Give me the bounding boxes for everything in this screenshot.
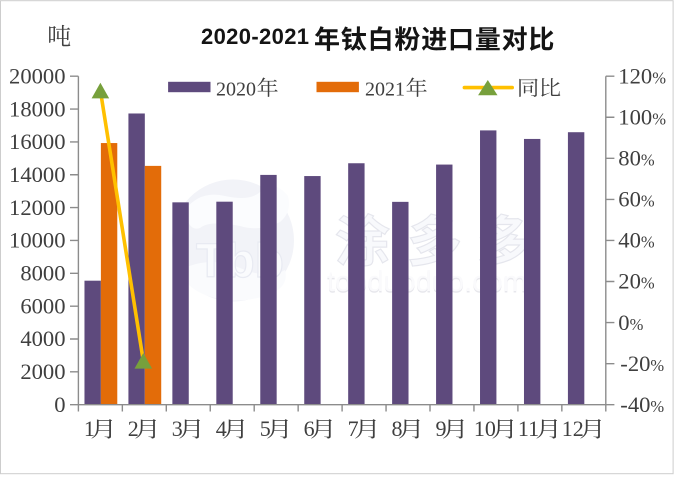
svg-text:9: 9 (436, 416, 447, 441)
svg-text:20000: 20000 (9, 63, 65, 88)
svg-text:0: 0 (54, 392, 65, 417)
svg-text:7: 7 (348, 416, 359, 441)
svg-text:1: 1 (84, 416, 95, 441)
svg-text:10: 10 (474, 416, 496, 441)
svg-text:6: 6 (304, 416, 315, 441)
svg-text:120%: 120% (618, 63, 666, 88)
svg-text:11: 11 (518, 416, 539, 441)
svg-text:-20%: -20% (620, 351, 664, 376)
svg-text:60%: 60% (618, 187, 655, 212)
svg-text:4000: 4000 (20, 326, 65, 351)
svg-text:2: 2 (128, 416, 139, 441)
svg-text:3: 3 (172, 416, 183, 441)
svg-text:5: 5 (260, 416, 271, 441)
svg-text:6000: 6000 (20, 293, 65, 318)
svg-text:12: 12 (562, 416, 584, 441)
svg-text:40%: 40% (618, 228, 655, 253)
svg-text:2021: 2021 (365, 78, 405, 100)
svg-text:4: 4 (216, 416, 227, 441)
svg-text:14000: 14000 (9, 162, 65, 187)
svg-text:18000: 18000 (9, 96, 65, 121)
svg-text:100%: 100% (618, 105, 666, 130)
svg-text:8: 8 (392, 416, 403, 441)
svg-text:-40%: -40% (620, 392, 664, 417)
svg-text:80%: 80% (618, 146, 655, 171)
svg-text:10000: 10000 (9, 228, 65, 253)
svg-text:8000: 8000 (20, 261, 65, 286)
svg-text:2020-2021: 2020-2021 (201, 24, 309, 49)
svg-text:16000: 16000 (9, 129, 65, 154)
svg-text:12000: 12000 (9, 195, 65, 220)
svg-text:20%: 20% (618, 269, 655, 294)
svg-text:2020: 2020 (216, 78, 256, 100)
svg-text:0%: 0% (618, 310, 643, 335)
svg-text:2000: 2000 (20, 359, 65, 384)
